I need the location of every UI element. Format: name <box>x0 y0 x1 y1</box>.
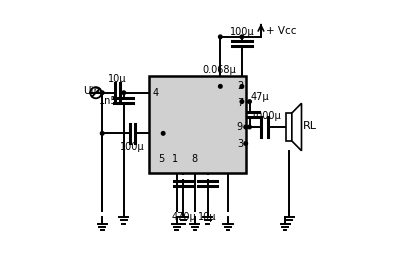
Text: 3: 3 <box>237 138 243 149</box>
Bar <box>286 113 292 141</box>
Circle shape <box>218 35 222 39</box>
Text: 1n5: 1n5 <box>99 96 118 106</box>
Circle shape <box>240 100 244 103</box>
Circle shape <box>161 132 165 135</box>
Text: 4: 4 <box>153 88 159 98</box>
Text: RL: RL <box>303 121 317 131</box>
Text: 0.068μ: 0.068μ <box>202 65 236 75</box>
Circle shape <box>240 85 244 88</box>
Text: Uin: Uin <box>83 86 100 97</box>
Text: 100μ: 100μ <box>230 27 254 37</box>
Text: 7: 7 <box>237 98 243 108</box>
Circle shape <box>100 132 104 135</box>
Circle shape <box>100 91 104 94</box>
Circle shape <box>248 125 251 129</box>
Text: 470μ: 470μ <box>171 212 196 222</box>
Text: 2: 2 <box>237 81 243 91</box>
Text: 100μ: 100μ <box>120 142 145 152</box>
Polygon shape <box>292 103 302 151</box>
Bar <box>149 76 246 173</box>
Circle shape <box>244 142 248 145</box>
Text: 9: 9 <box>237 122 243 132</box>
Text: 1: 1 <box>172 154 178 164</box>
Text: 5: 5 <box>158 154 164 164</box>
Text: 10μ: 10μ <box>198 212 217 222</box>
Circle shape <box>244 125 248 129</box>
Text: 1000μ: 1000μ <box>251 110 282 121</box>
Text: 10μ: 10μ <box>108 74 127 84</box>
Text: + Vcc: + Vcc <box>266 26 296 36</box>
Circle shape <box>218 85 222 88</box>
Circle shape <box>240 35 244 39</box>
Circle shape <box>122 91 126 94</box>
Text: 0.15μ: 0.15μ <box>214 161 242 171</box>
Text: 8: 8 <box>191 154 197 164</box>
Circle shape <box>248 100 251 103</box>
Text: 47μ: 47μ <box>251 92 270 102</box>
